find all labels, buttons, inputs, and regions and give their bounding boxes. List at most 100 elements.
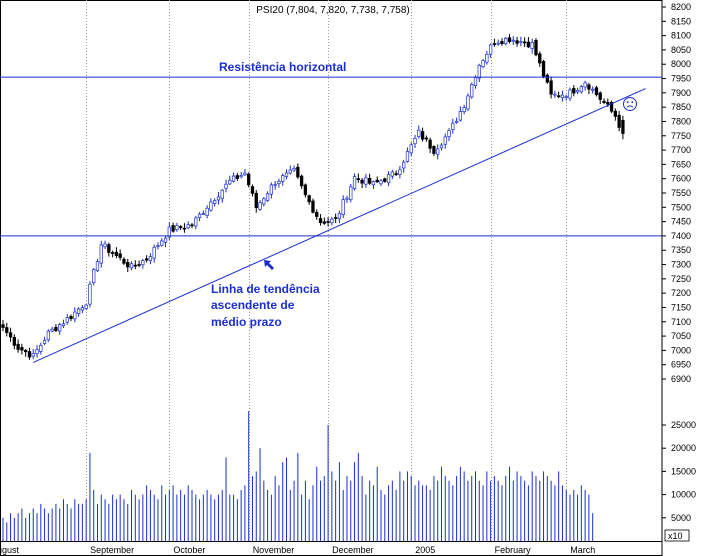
price-tick-label: 7050 [671, 331, 691, 341]
price-tick-label: 7950 [671, 74, 691, 84]
candle-body [462, 107, 466, 112]
volume-axis: 25000 20000 15000 10000 5000 x10 [662, 420, 696, 542]
candle-body [303, 184, 308, 196]
candle-body [500, 41, 504, 44]
price-tick-label: 6900 [671, 374, 691, 384]
month-label: March [570, 545, 595, 555]
candle-body [31, 352, 35, 357]
candle-body [488, 44, 493, 55]
candle-body [534, 40, 538, 56]
volume-bars [2, 411, 594, 541]
volume-unit-label: x10 [668, 531, 683, 541]
month-label: August [0, 545, 20, 555]
trend-line [33, 88, 646, 363]
candle-body [473, 77, 478, 87]
candle-body [337, 212, 342, 220]
candle-body [375, 179, 379, 183]
candle-body [451, 122, 455, 130]
candle-body [39, 344, 43, 352]
candle-body [171, 225, 175, 232]
candle-body [560, 94, 565, 99]
candle-body [216, 196, 221, 201]
candle-body [129, 263, 134, 269]
candle-body [182, 227, 187, 230]
volume-tick-label: 5000 [671, 513, 691, 523]
candle-body [160, 240, 164, 246]
candle-body [118, 253, 122, 258]
candle-body [390, 171, 394, 177]
candle-body [224, 183, 228, 189]
candle-body [609, 102, 614, 112]
chart-title: PSI20 (7,804, 7,820, 7,738, 7,758) [256, 5, 409, 16]
trendline-label-line2: ascendente de [211, 298, 295, 312]
trendline-label-line3: médio prazo [211, 315, 282, 329]
month-label: November [253, 545, 295, 555]
candle-body [394, 173, 398, 176]
candle-body [364, 177, 368, 185]
candle-body [507, 37, 512, 42]
candle-body [265, 193, 270, 201]
candle-body [575, 89, 580, 93]
candle-body [12, 337, 16, 346]
candle-body [621, 119, 625, 134]
plot-frame [0, 0, 663, 556]
candle-body [326, 221, 330, 223]
candle-body [197, 213, 202, 219]
candle-body [239, 175, 243, 178]
candle-body [258, 202, 262, 210]
candle-body [606, 101, 610, 105]
candle-body [477, 64, 481, 79]
candle-body [485, 53, 489, 63]
candle-body [152, 246, 156, 259]
volume-tick-label: 15000 [671, 466, 696, 476]
candle-body [190, 224, 194, 227]
price-tick-label: 7800 [671, 116, 691, 126]
price-candles [1, 33, 625, 360]
candle-body [209, 201, 213, 211]
candle-body [598, 92, 602, 100]
candle-body [133, 264, 137, 267]
candle-body [213, 200, 217, 204]
candle-body [194, 217, 198, 227]
candle-body [541, 60, 546, 77]
candle-body [368, 177, 372, 184]
candle-body [269, 184, 274, 195]
candle-body [228, 180, 232, 185]
month-label: September [90, 545, 134, 555]
candle-body [205, 207, 209, 216]
candle-body [481, 60, 485, 67]
volume-tick-label: 10000 [671, 490, 696, 500]
month-label: December [332, 545, 374, 555]
candle-body [107, 244, 111, 253]
month-axis: August September October November December 20… [0, 545, 595, 555]
resistance-label: Resistência horizontal [219, 60, 346, 74]
candle-body [247, 173, 251, 186]
candle-body [549, 80, 553, 95]
price-tick-label: 7000 [671, 345, 691, 355]
candle-body [424, 137, 429, 140]
candle-body [360, 179, 364, 184]
candle-body [8, 332, 13, 338]
candle-body [504, 37, 508, 45]
candle-body [243, 172, 247, 176]
candle-body [587, 84, 591, 90]
candle-body [349, 186, 353, 201]
candle-body [333, 217, 338, 219]
candle-body [281, 175, 285, 182]
candle-body [420, 131, 425, 140]
price-tick-label: 7200 [671, 288, 691, 298]
candle-body [409, 144, 413, 154]
price-tick-label: 6950 [671, 360, 691, 370]
candle-body [284, 172, 289, 177]
candle-body [496, 42, 500, 45]
candle-body [122, 258, 126, 264]
candle-body [318, 218, 323, 224]
candle-body [27, 351, 32, 358]
candle-body [519, 41, 523, 43]
candle-body [20, 347, 24, 351]
candle-body [110, 252, 115, 255]
candle-body [341, 199, 345, 216]
grid-lines [0, 0, 663, 556]
candle-body [371, 181, 376, 186]
